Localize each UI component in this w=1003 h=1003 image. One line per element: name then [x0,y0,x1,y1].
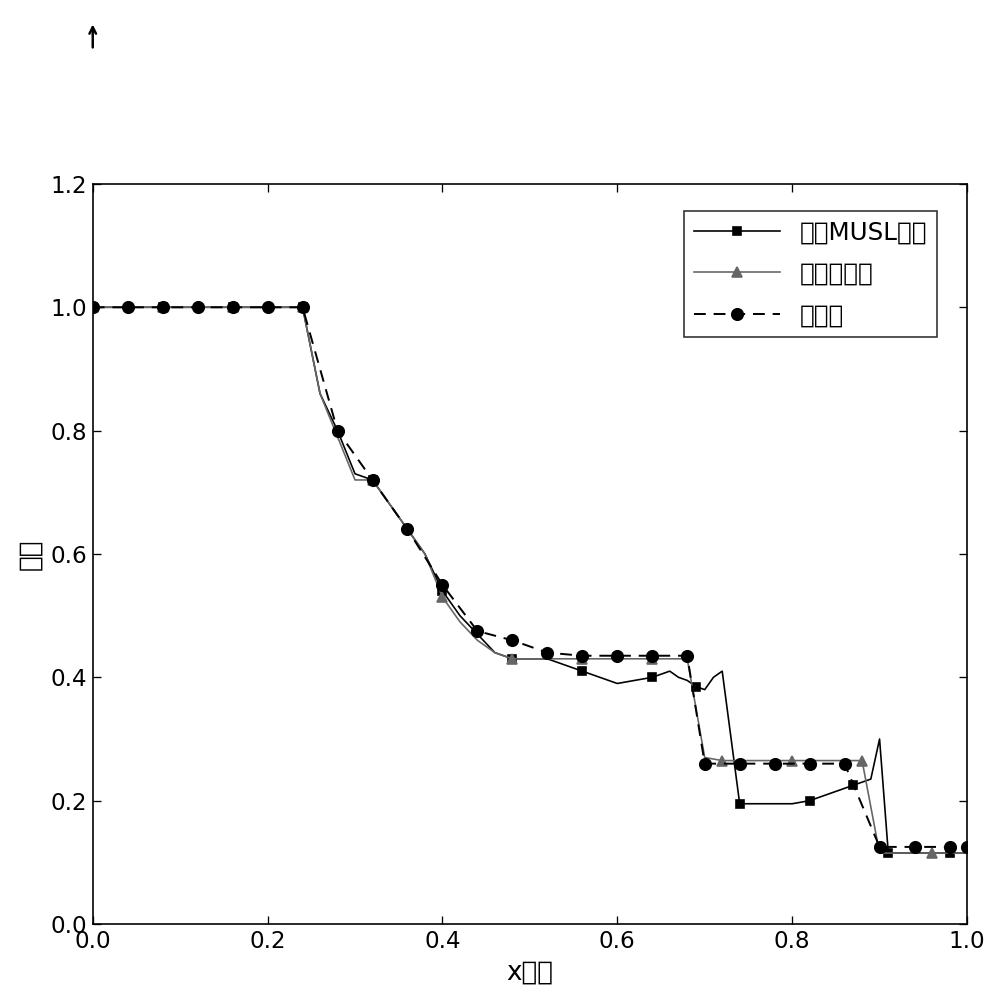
本发明方法 [944,848,956,860]
解析解 [156,301,169,313]
解析解 [227,301,239,313]
Y-axis label: 密度: 密度 [18,539,44,570]
解析解 [262,301,274,313]
解析解 [86,301,98,313]
本发明方法 [874,848,886,860]
本发明方法 [86,301,98,313]
解析解 [507,634,519,646]
传统MUSL格式 [314,387,326,399]
本发明方法 [366,474,378,486]
解析解 [436,579,448,591]
解析解 [699,757,711,769]
解析解 [366,474,378,486]
解析解 [961,841,973,853]
解析解 [471,625,483,637]
传统MUSL格式 [768,797,780,809]
Legend: 传统MUSL格式, 本发明方法, 解析解: 传统MUSL格式, 本发明方法, 解析解 [684,211,937,337]
解析解 [681,650,693,662]
解析解 [332,424,344,436]
解析解 [944,841,956,853]
传统MUSL格式 [926,848,938,860]
Line: 传统MUSL格式: 传统MUSL格式 [88,303,971,858]
传统MUSL格式 [961,848,973,860]
解析解 [803,757,815,769]
解析解 [577,650,589,662]
本发明方法 [279,301,291,313]
传统MUSL格式 [848,779,860,791]
本发明方法 [961,848,973,860]
解析解 [401,524,413,536]
解析解 [874,841,886,853]
解析解 [542,647,554,659]
传统MUSL格式 [707,671,719,683]
本发明方法 [349,474,361,486]
X-axis label: x坐标: x坐标 [507,959,554,985]
解析解 [839,757,851,769]
解析解 [611,650,623,662]
解析解 [192,301,204,313]
传统MUSL格式 [332,424,344,436]
传统MUSL格式 [883,848,895,860]
Line: 本发明方法: 本发明方法 [88,302,972,858]
解析解 [768,757,780,769]
本发明方法 [664,653,676,665]
解析解 [646,650,658,662]
解析解 [121,301,133,313]
本发明方法 [716,754,728,766]
解析解 [297,301,309,313]
解析解 [909,841,921,853]
解析解 [733,757,745,769]
传统MUSL格式 [86,301,98,313]
Line: 解析解: 解析解 [87,302,973,853]
